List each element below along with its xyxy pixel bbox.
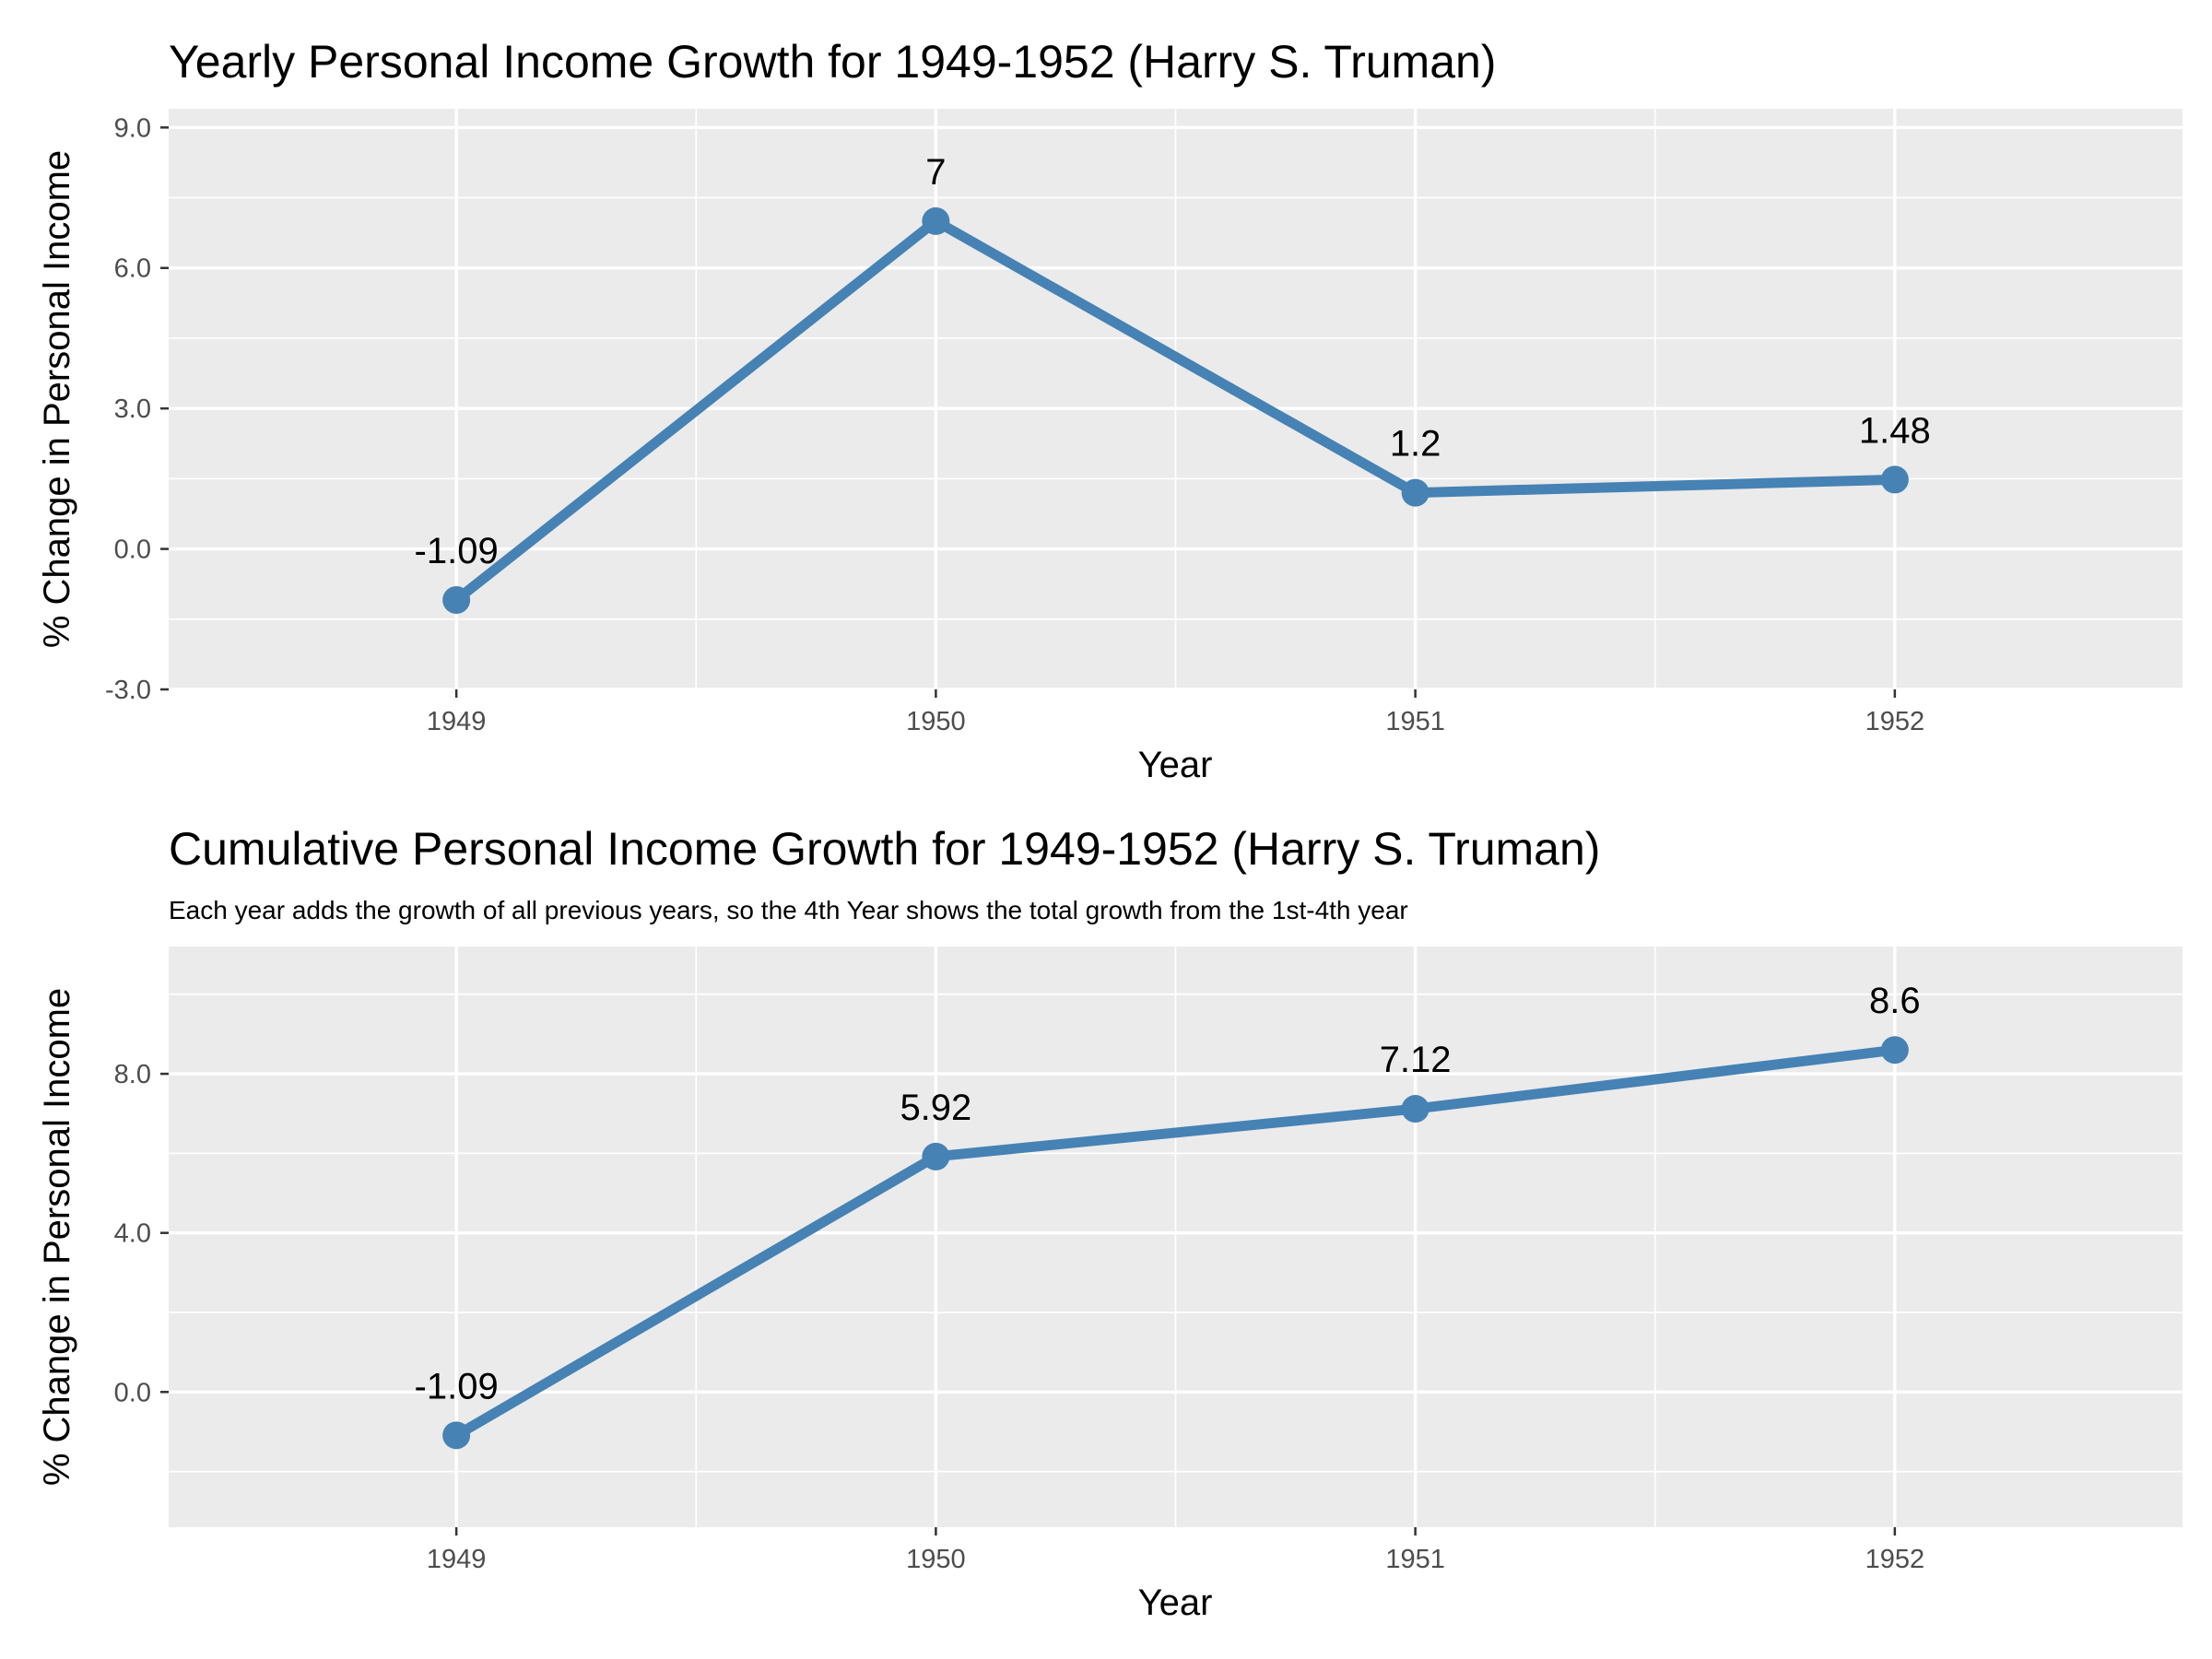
axis-ticks: [160, 1072, 1897, 1535]
x-axis-title: Year: [1138, 745, 1213, 785]
y-tick-label: 6.0: [114, 254, 151, 284]
grid: [169, 109, 2183, 691]
x-tick-label: 1952: [1865, 1545, 1925, 1574]
x-tick-label: 1950: [906, 707, 966, 736]
y-tick-label: 4.0: [114, 1219, 151, 1249]
y-tick-label: 0.0: [114, 1378, 151, 1407]
data-point: [442, 585, 471, 614]
data-label: 7.12: [1380, 1040, 1452, 1080]
data-point: [1880, 1036, 1909, 1065]
x-tick-label: 1950: [906, 1545, 966, 1574]
series-line: [453, 216, 1896, 605]
data-point: [442, 1421, 471, 1450]
chart-title: Yearly Personal Income Growth for 1949-1…: [169, 36, 1496, 88]
chart-title: Cumulative Personal Income Growth for 19…: [169, 823, 1600, 875]
y-axis-title: % Change in Personal Income: [37, 150, 77, 648]
x-tick-labels: 1949 1950 1951 1952: [427, 707, 1924, 736]
series-line: [453, 1044, 1896, 1441]
x-axis-title: Year: [1138, 1583, 1213, 1623]
x-tick-label: 1952: [1865, 707, 1925, 736]
x-tick-label: 1949: [427, 707, 487, 736]
series: [442, 1036, 1909, 1450]
data-label: -1.09: [415, 531, 499, 571]
y-tick-label: 8.0: [114, 1060, 151, 1089]
y-tick-labels: 0.0 4.0 8.0: [114, 1060, 151, 1407]
x-tick-label: 1949: [427, 1545, 487, 1574]
data-label: 5.92: [900, 1088, 971, 1128]
data-point: [922, 206, 950, 235]
data-label: 7: [925, 152, 946, 193]
data-point: [922, 1142, 950, 1171]
y-tick-label: 3.0: [114, 394, 151, 424]
y-tick-labels: -3.0 0.0 3.0 6.0 9.0: [105, 113, 151, 705]
x-tick-label: 1951: [1385, 707, 1445, 736]
data-point: [1880, 465, 1909, 494]
yearly-growth-chart: Yearly Personal Income Growth for 1949-1…: [37, 36, 2183, 785]
data-label: 8.6: [1869, 981, 1921, 1021]
x-tick-label: 1951: [1385, 1545, 1445, 1574]
y-axis-title: % Change in Personal Income: [37, 988, 77, 1486]
data-label: 1.48: [1859, 410, 1931, 451]
data-labels: -1.09 5.92 7.12 8.6: [415, 981, 1921, 1406]
y-tick-label: 9.0: [114, 113, 151, 143]
data-labels: -1.09 7 1.2 1.48: [415, 152, 1931, 571]
data-point: [1401, 1095, 1430, 1124]
data-label: -1.09: [415, 1366, 499, 1406]
chart-subtitle: Each year adds the growth of all previou…: [169, 896, 1408, 924]
x-tick-labels: 1949 1950 1951 1952: [427, 1545, 1924, 1574]
data-point: [1401, 478, 1430, 507]
cumulative-growth-chart: Cumulative Personal Income Growth for 19…: [37, 823, 2183, 1623]
series: [442, 206, 1909, 614]
y-tick-label: -3.0: [105, 676, 151, 705]
axis-ticks: [160, 126, 1897, 698]
y-tick-label: 0.0: [114, 535, 151, 565]
data-label: 1.2: [1390, 424, 1441, 465]
